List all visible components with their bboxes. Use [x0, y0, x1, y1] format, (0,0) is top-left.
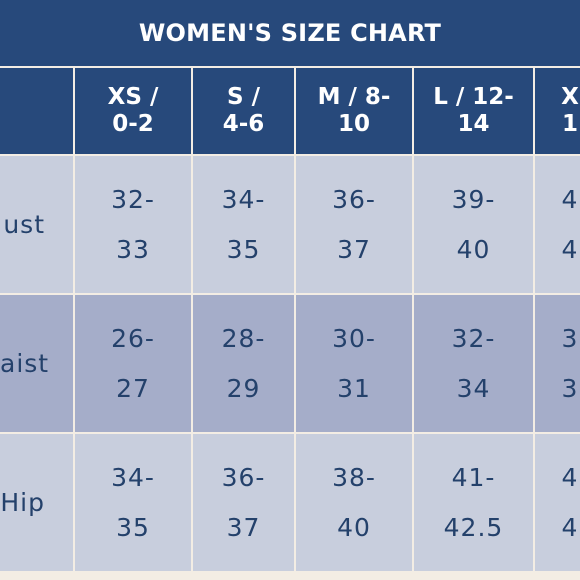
table-row: ust 32- 33 34- 35 36- 37 39- 40 4 4 — [0, 156, 580, 293]
table-row: aist 26- 27 28- 29 30- 31 32- 34 3 3 — [0, 295, 580, 432]
row-label-text: Hip — [0, 487, 45, 517]
table-cell: 3 3 — [535, 295, 580, 432]
table-cell: 30- 31 — [296, 295, 412, 432]
header-row: XS / 0-2 S / 4-6 M / 8- 10 L / 12- 14 X … — [0, 68, 580, 154]
table-cell: 36- 37 — [193, 434, 294, 571]
header-cell-xl: X 1 — [535, 68, 580, 154]
bottom-margin — [0, 572, 580, 580]
table-cell: 34- 35 — [193, 156, 294, 293]
row-label-text: aist — [0, 348, 50, 378]
table-cell: 39- 40 — [414, 156, 533, 293]
header-cell-xs: XS / 0-2 — [75, 68, 191, 154]
table-cell: 34- 35 — [75, 434, 191, 571]
table-cell: 38- 40 — [296, 434, 412, 571]
row-label-text: ust — [3, 209, 45, 239]
table-cell: 36- 37 — [296, 156, 412, 293]
table-cell: 32- 34 — [414, 295, 533, 432]
table-cell: 4 4 — [535, 156, 580, 293]
header-cell-empty — [0, 68, 73, 154]
table-cell: 4 4 — [535, 434, 580, 571]
header-cell-s: S / 4-6 — [193, 68, 294, 154]
chart-title: WOMEN'S SIZE CHART — [0, 0, 580, 66]
table-row: Hip 34- 35 36- 37 38- 40 41- 42.5 4 4 — [0, 434, 580, 571]
row-label: ust — [0, 156, 73, 293]
table-cell: 26- 27 — [75, 295, 191, 432]
table-cell: 41- 42.5 — [414, 434, 533, 571]
table-cell: 32- 33 — [75, 156, 191, 293]
row-label: Hip — [0, 434, 73, 571]
header-cell-m: M / 8- 10 — [296, 68, 412, 154]
table-cell: 28- 29 — [193, 295, 294, 432]
header-cell-l: L / 12- 14 — [414, 68, 533, 154]
row-label: aist — [0, 295, 73, 432]
